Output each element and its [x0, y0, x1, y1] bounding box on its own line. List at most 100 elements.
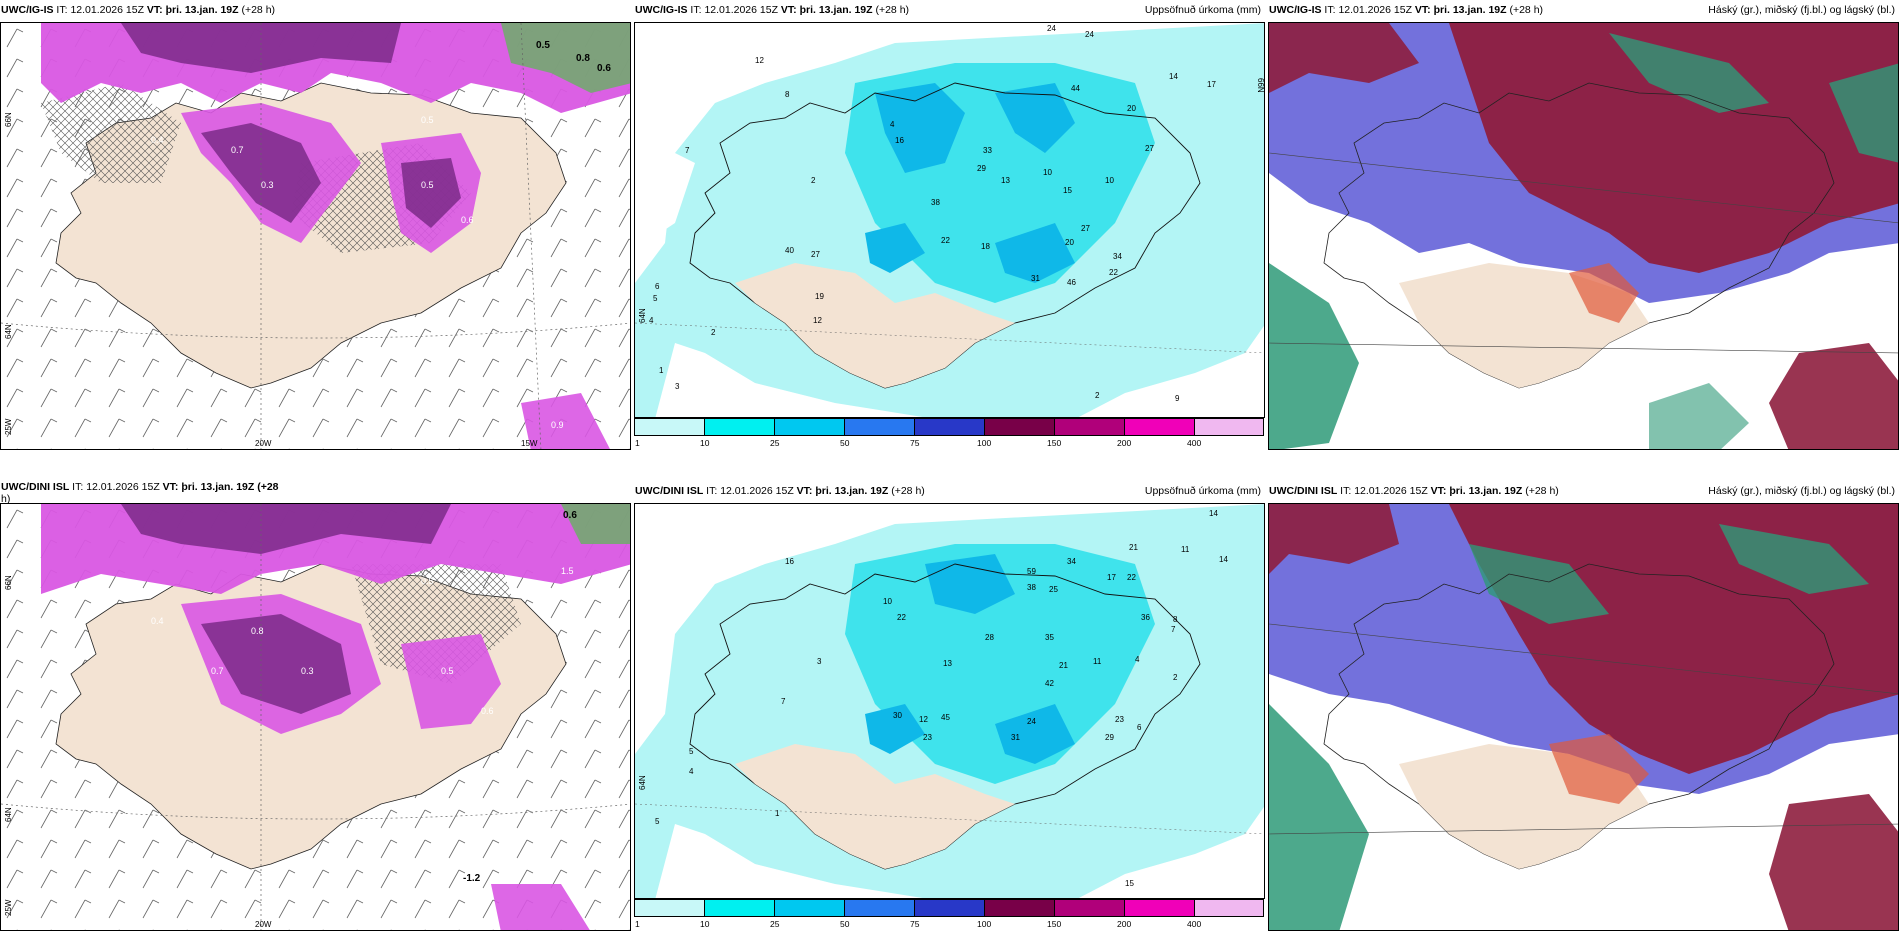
colorbar-swatch	[1054, 418, 1124, 436]
svg-text:28: 28	[985, 633, 994, 642]
svg-text:15: 15	[1063, 186, 1072, 195]
colorbar-label: 200	[1117, 438, 1132, 448]
lat-label: 64N	[4, 324, 13, 339]
vt-value: þri. 13.jan. 19Z	[1433, 4, 1507, 16]
vt-value: þri. 13.jan. 19Z (+28	[181, 481, 279, 493]
colorbar-label: 10	[700, 919, 710, 929]
colorbar-label: 400	[1187, 438, 1202, 448]
svg-text:22: 22	[941, 236, 950, 245]
svg-text:12: 12	[813, 316, 822, 325]
svg-text:25: 25	[1049, 585, 1058, 594]
precip-colorbar: 1 10 25 50 75 100 150 200 400	[634, 418, 1265, 450]
precip-map[interactable]: 14 11 14 21 17 22 34 36 8 7 4 2 10 22 25…	[634, 503, 1265, 899]
colorbar-label: 50	[840, 919, 850, 929]
svg-text:7: 7	[685, 146, 690, 155]
it-value: 12.01.2026 15Z	[1338, 4, 1412, 16]
it-label: IT:	[1324, 4, 1336, 16]
wind-map[interactable]: 0.5 0.8 0.6 0.5 0.7 0.4 0.3 0.5 0.6 0.9 …	[0, 22, 631, 450]
colorbar-label: 25	[770, 919, 780, 929]
svg-text:12: 12	[755, 56, 764, 65]
svg-text:21: 21	[1059, 661, 1068, 670]
model-name: UWC/DINI ISL	[635, 485, 704, 497]
snow-value: 0.6	[461, 215, 474, 225]
field-title: Háský (gr.), miðský (fj.bl.) og lágský (…	[1708, 485, 1895, 497]
panel-top-left: UWC/IG-IS IT: 12.01.2026 15Z VT: þri. 13…	[0, 0, 631, 450]
colorbar-label: 100	[977, 438, 992, 448]
svg-text:17: 17	[1107, 573, 1116, 582]
colorbar-label: 100	[977, 919, 992, 929]
svg-text:40: 40	[785, 246, 794, 255]
colorbar-swatch	[704, 418, 774, 436]
svg-text:19: 19	[815, 292, 824, 301]
model-name: UWC/DINI ISL	[1269, 485, 1338, 497]
svg-text:5: 5	[655, 817, 660, 826]
vt-value: þri. 13.jan. 19Z	[1449, 485, 1523, 497]
it-value: 12.01.2026 15Z	[720, 485, 794, 497]
colorbar-swatch	[774, 418, 844, 436]
panel-bottom-left: UWC/DINI ISL IT: 12.01.2026 15Z VT: þri.…	[0, 481, 631, 931]
svg-text:11: 11	[1093, 657, 1102, 666]
field-title: Háský (gr.), miðský (fj.bl.) og lágský (…	[1708, 4, 1895, 16]
model-name: UWC/IG-IS	[1, 4, 54, 16]
lat-label: 66N	[4, 112, 13, 127]
cloud-map[interactable]	[1268, 22, 1899, 450]
svg-text:2: 2	[711, 328, 716, 337]
vt-value: þri. 13.jan. 19Z	[815, 485, 889, 497]
model-name: UWC/IG-IS	[635, 4, 688, 16]
svg-text:46: 46	[1067, 278, 1076, 287]
svg-text:38: 38	[1027, 583, 1036, 592]
svg-text:12: 12	[919, 715, 928, 724]
cloud-map[interactable]	[1268, 503, 1899, 931]
precip-map-svg: 14 11 14 21 17 22 34 36 8 7 4 2 10 22 25…	[635, 504, 1264, 898]
snow-value: 1.5	[561, 566, 574, 576]
wind-map[interactable]: 0.6 0.5 0.4 0.8 0.3 0.5 0.6 0.7 1.5 -1.2…	[0, 503, 631, 931]
svg-text:18: 18	[981, 242, 990, 251]
svg-text:1: 1	[659, 366, 664, 375]
svg-text:44: 44	[1071, 84, 1080, 93]
vt-label: VT:	[1414, 4, 1431, 16]
svg-text:4: 4	[1135, 655, 1140, 664]
colorbar-swatch	[634, 418, 704, 436]
svg-text:35: 35	[1045, 633, 1054, 642]
colorbar-swatch	[984, 899, 1054, 917]
lead-time: (+28 h)	[891, 485, 925, 497]
svg-text:10: 10	[1043, 168, 1052, 177]
svg-text:2: 2	[1095, 391, 1100, 400]
precip-map[interactable]: 24 24 44 14 17 20 27 10 12 8 7 2 4 16 33…	[634, 22, 1265, 418]
field-title: Uppsöfnuð úrkoma (mm)	[1144, 485, 1261, 497]
svg-text:5: 5	[689, 747, 694, 756]
snow-value: 0.6	[481, 706, 494, 716]
colorbar-label: 1	[635, 438, 640, 448]
snow-value: 0.5	[536, 40, 550, 51]
it-label: IT:	[690, 4, 702, 16]
vt-label: VT:	[146, 4, 163, 16]
it-label: IT:	[706, 485, 718, 497]
vt-label: VT:	[796, 485, 813, 497]
vt-label: VT:	[780, 4, 797, 16]
svg-text:20: 20	[1065, 238, 1074, 247]
colorbar-swatch	[704, 899, 774, 917]
svg-text:4: 4	[890, 120, 895, 129]
field-title: Uppsöfnuð úrkoma (mm)	[1144, 4, 1261, 16]
snow-value: 0.5	[421, 576, 434, 586]
svg-text:27: 27	[1081, 224, 1090, 233]
vt-label: VT:	[162, 481, 179, 493]
panel-top-middle: UWC/IG-IS IT: 12.01.2026 15Z VT: þri. 13…	[634, 0, 1265, 450]
colorbar-swatch	[844, 899, 914, 917]
lat-label: 64N	[638, 308, 647, 323]
svg-text:8: 8	[785, 90, 790, 99]
svg-text:16: 16	[895, 136, 904, 145]
precip-map-svg: 24 24 44 14 17 20 27 10 12 8 7 2 4 16 33…	[635, 23, 1264, 417]
svg-text:7: 7	[781, 697, 786, 706]
svg-text:21: 21	[1129, 543, 1138, 552]
snow-value: 0.4	[151, 135, 164, 145]
colorbar-swatch	[914, 899, 984, 917]
vt-label: VT:	[1430, 485, 1447, 497]
lead-time: (+28 h)	[875, 4, 910, 16]
lat-label: 25W	[4, 899, 13, 916]
svg-text:7: 7	[1171, 625, 1176, 634]
colorbar-label: 400	[1187, 919, 1202, 929]
lat-label: 64N	[638, 775, 647, 790]
lead-time: (+28 h)	[241, 4, 276, 16]
svg-text:4: 4	[649, 316, 654, 325]
